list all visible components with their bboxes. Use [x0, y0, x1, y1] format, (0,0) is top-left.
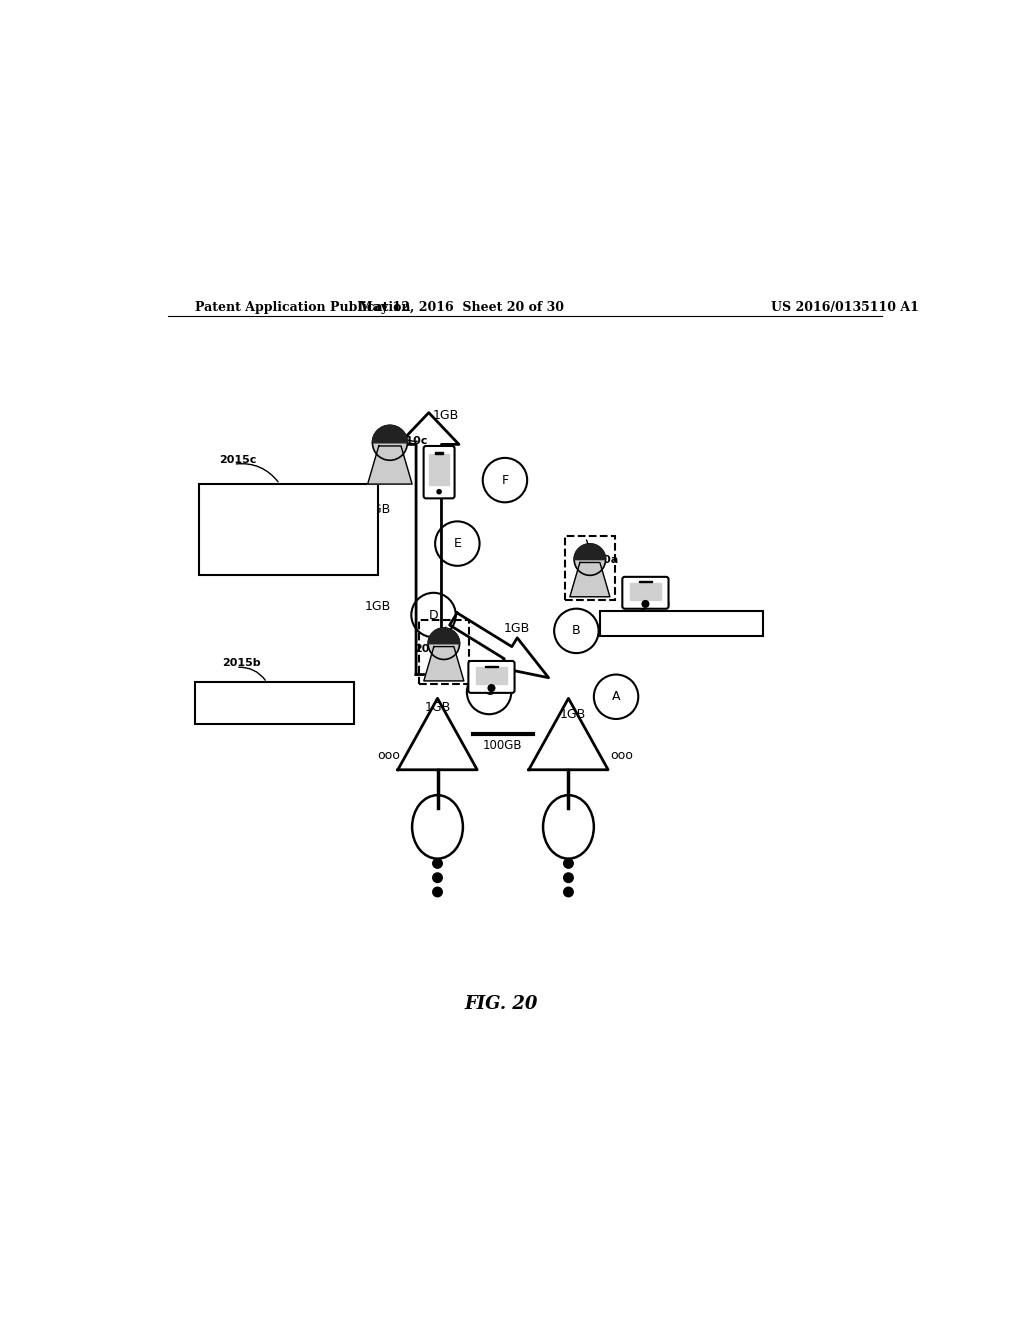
Text: D: D	[429, 609, 438, 622]
Polygon shape	[428, 628, 460, 644]
Circle shape	[574, 544, 605, 576]
Text: B: 32.22.21 | 28.22.11: B: 32.22.21 | 28.22.11	[606, 619, 716, 630]
Circle shape	[373, 425, 408, 461]
Text: C: 42.82.21 | 33.22.11: C: 42.82.21 | 33.22.11	[202, 705, 310, 715]
Circle shape	[642, 601, 649, 607]
Text: 1GB: 1GB	[424, 701, 451, 714]
Circle shape	[433, 858, 442, 869]
Polygon shape	[574, 544, 605, 560]
Circle shape	[437, 490, 441, 494]
Text: 1GB: 1GB	[559, 708, 586, 721]
FancyBboxPatch shape	[600, 611, 763, 636]
Circle shape	[428, 628, 460, 660]
Polygon shape	[424, 647, 464, 681]
Polygon shape	[528, 698, 608, 770]
FancyBboxPatch shape	[200, 484, 378, 576]
Text: B: B	[572, 624, 581, 638]
Polygon shape	[397, 698, 477, 770]
Text: 1GB: 1GB	[432, 409, 459, 422]
Text: 2015a: 2015a	[632, 598, 670, 609]
Circle shape	[433, 873, 442, 883]
Text: F: 43.88.81 | 30.22.11: F: 43.88.81 | 30.22.11	[206, 557, 312, 568]
FancyBboxPatch shape	[196, 682, 354, 723]
Text: 1GB: 1GB	[365, 599, 391, 612]
Text: C: C	[484, 685, 494, 698]
Bar	[435, 453, 443, 454]
Text: 2010c: 2010c	[390, 436, 427, 446]
Text: B: 32.22.21 | 28.22.11: B: 32.22.21 | 28.22.11	[202, 688, 311, 697]
Text: 100GB: 100GB	[483, 738, 522, 751]
Text: D: 40.80.22 | 22.22.11: D: 40.80.22 | 22.22.11	[206, 523, 315, 533]
Text: 2010b: 2010b	[414, 644, 453, 655]
Polygon shape	[368, 446, 412, 484]
Text: May 12, 2016  Sheet 20 of 30: May 12, 2016 Sheet 20 of 30	[358, 301, 564, 314]
FancyBboxPatch shape	[468, 661, 515, 693]
Text: 2010a: 2010a	[581, 556, 618, 565]
Text: FIG. 20: FIG. 20	[464, 995, 538, 1012]
Text: F: F	[502, 474, 509, 487]
Circle shape	[488, 685, 495, 692]
Text: E: 41.81.21 | 13.22.11: E: 41.81.21 | 13.22.11	[206, 540, 313, 550]
Text: 2015c: 2015c	[219, 455, 257, 465]
Circle shape	[563, 887, 573, 896]
Polygon shape	[570, 562, 610, 597]
Bar	[476, 667, 507, 684]
Text: 1GB: 1GB	[504, 622, 530, 635]
FancyBboxPatch shape	[623, 577, 669, 609]
Polygon shape	[450, 612, 549, 677]
Text: E: E	[454, 537, 461, 550]
Polygon shape	[373, 425, 408, 442]
Text: 1GB: 1GB	[365, 503, 391, 516]
Text: ooo: ooo	[610, 748, 633, 762]
Text: US 2016/0135110 A1: US 2016/0135110 A1	[771, 301, 919, 314]
Text: Patent Application Publication: Patent Application Publication	[196, 301, 411, 314]
Circle shape	[563, 873, 573, 883]
Bar	[630, 582, 660, 601]
Polygon shape	[398, 413, 459, 675]
Text: C: 42.82.21 | 33.22.11: C: 42.82.21 | 33.22.11	[206, 506, 314, 516]
Text: A: A	[611, 690, 621, 704]
Text: ooo: ooo	[377, 748, 399, 762]
Bar	[429, 454, 449, 486]
Circle shape	[563, 858, 573, 869]
FancyBboxPatch shape	[424, 446, 455, 499]
Circle shape	[433, 887, 442, 896]
Text: 2015b: 2015b	[221, 659, 260, 668]
Text: B: 32.22.21 | 28.22.11: B: 32.22.21 | 28.22.11	[206, 488, 314, 499]
